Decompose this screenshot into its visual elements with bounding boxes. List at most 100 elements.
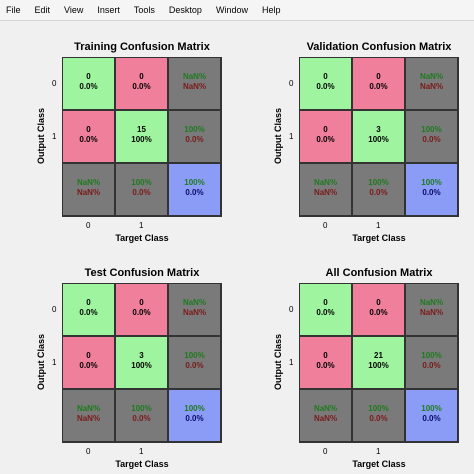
menu-window[interactable]: Window — [215, 5, 248, 15]
cell-percent: NaN% — [313, 414, 338, 423]
panel-all: All Confusion Matrix 0 0.0% 0 0.0% NaN% NaN% 0 0… — [237, 247, 474, 473]
matrix-cell: 0 0.0% — [299, 110, 352, 163]
cell-percent: 0.0% — [422, 135, 441, 144]
cell-value: NaN% — [313, 404, 338, 413]
cell-value: 0 — [376, 298, 381, 307]
cell-percent: 0.0% — [369, 414, 388, 423]
matrix-cell: 3 100% — [352, 110, 405, 163]
cell-value: 0 — [139, 298, 144, 307]
panel-title: All Confusion Matrix — [325, 267, 433, 279]
cell-percent: NaN% — [419, 308, 444, 317]
confusion-matrix: 0 0.0% 0 0.0% NaN% NaN% 0 0.0% 3 100% 100% 0.0% NaN%… — [299, 57, 459, 217]
cell-percent: 0.0% — [132, 414, 151, 423]
matrix-cell: 0 0.0% — [299, 283, 352, 336]
y-tick-label: 0 — [52, 305, 57, 314]
cell-percent: 0.0% — [185, 135, 204, 144]
cell-value: 3 — [139, 351, 144, 360]
matrix-cell: 0 0.0% — [62, 336, 115, 389]
cell-percent: 0.0% — [185, 414, 204, 423]
cell-value: 100% — [421, 351, 442, 360]
x-tick-label: 1 — [376, 447, 381, 456]
y-tick-label: 1 — [289, 358, 294, 367]
x-tick-label: 1 — [139, 221, 144, 230]
cell-value: 100% — [184, 125, 205, 134]
matrix-cell: NaN% NaN% — [62, 163, 115, 216]
matrix-cell: NaN% NaN% — [62, 389, 115, 442]
cell-percent: 0.0% — [79, 82, 98, 91]
cell-value: 100% — [131, 404, 152, 413]
matrix-cell: 15 100% — [115, 110, 168, 163]
panel-training: Training Confusion Matrix 0 0.0% 0 0.0% NaN% N… — [0, 21, 237, 247]
menu-file[interactable]: File — [6, 5, 21, 15]
panel-title: Test Confusion Matrix — [84, 267, 200, 279]
matrix-cell: NaN% NaN% — [168, 283, 221, 336]
matrix-cell: 21 100% — [352, 336, 405, 389]
matrix-cell: 0 0.0% — [299, 336, 352, 389]
y-tick-label: 0 — [289, 79, 294, 88]
matrix-cell: 0 0.0% — [115, 283, 168, 336]
y-tick-label: 0 — [52, 79, 57, 88]
cell-percent: 100% — [368, 361, 389, 370]
cell-value: 0 — [86, 72, 91, 81]
panel-title: Validation Confusion Matrix — [306, 41, 452, 53]
matrix-cell: NaN% NaN% — [299, 163, 352, 216]
cell-value: 0 — [376, 72, 381, 81]
menu-help[interactable]: Help — [261, 5, 281, 15]
matrix-cell: 0 0.0% — [62, 283, 115, 336]
matrix-cell: 0 0.0% — [62, 57, 115, 110]
panel-test: Test Confusion Matrix 0 0.0% 0 0.0% NaN% NaN% 0… — [0, 247, 237, 473]
cell-value: 0 — [86, 351, 91, 360]
cell-value: NaN% — [76, 404, 101, 413]
matrix-cell: 0 0.0% — [352, 283, 405, 336]
cell-value: NaN% — [76, 178, 101, 187]
y-tick-label: 1 — [52, 132, 57, 141]
cell-value: 100% — [368, 178, 389, 187]
menu-bar: File Edit View Insert Tools Desktop Wind… — [0, 0, 474, 21]
cell-percent: 0.0% — [422, 414, 441, 423]
cell-value: 3 — [376, 125, 381, 134]
menu-desktop[interactable]: Desktop — [168, 5, 202, 15]
x-tick-label: 0 — [323, 447, 328, 456]
cell-percent: 100% — [368, 135, 389, 144]
menu-tools[interactable]: Tools — [133, 5, 155, 15]
cell-percent: 0.0% — [185, 188, 204, 197]
cell-percent: 0.0% — [369, 308, 388, 317]
cell-percent: NaN% — [76, 188, 101, 197]
matrix-cell: 100% 0.0% — [115, 163, 168, 216]
matrix-cell: NaN% NaN% — [405, 57, 458, 110]
y-tick-label: 0 — [289, 305, 294, 314]
x-axis-label: Target Class — [115, 233, 169, 243]
cell-percent: 0.0% — [316, 308, 335, 317]
cell-percent: 0.0% — [132, 188, 151, 197]
menu-insert[interactable]: Insert — [97, 5, 120, 15]
cell-value: 100% — [184, 351, 205, 360]
cell-value: NaN% — [182, 298, 207, 307]
matrix-cell: 100% 0.0% — [115, 389, 168, 442]
cell-value: NaN% — [419, 298, 444, 307]
cell-percent: NaN% — [419, 82, 444, 91]
cell-value: 0 — [323, 72, 328, 81]
cell-value: 100% — [421, 125, 442, 134]
menu-view[interactable]: View — [64, 5, 84, 15]
x-axis-label: Target Class — [115, 459, 169, 469]
matrix-cell: NaN% NaN% — [299, 389, 352, 442]
cell-value: NaN% — [182, 72, 207, 81]
cell-value: 0 — [323, 125, 328, 134]
matrix-cell: 100% 0.0% — [405, 389, 458, 442]
x-tick-label: 1 — [376, 221, 381, 230]
cell-percent: 0.0% — [132, 308, 151, 317]
cell-value: 15 — [137, 125, 146, 134]
matrix-cell: 100% 0.0% — [405, 163, 458, 216]
x-tick-label: 0 — [86, 447, 91, 456]
cell-percent: 0.0% — [369, 82, 388, 91]
cell-value: 0 — [86, 125, 91, 134]
cell-value: 100% — [421, 404, 442, 413]
menu-edit[interactable]: Edit — [34, 5, 51, 15]
cell-percent: 0.0% — [132, 82, 151, 91]
cell-value: 0 — [323, 298, 328, 307]
cell-value: NaN% — [313, 178, 338, 187]
cell-value: 0 — [323, 351, 328, 360]
y-axis-label: Output Class — [36, 334, 46, 391]
y-tick-label: 1 — [289, 132, 294, 141]
cell-percent: NaN% — [76, 414, 101, 423]
